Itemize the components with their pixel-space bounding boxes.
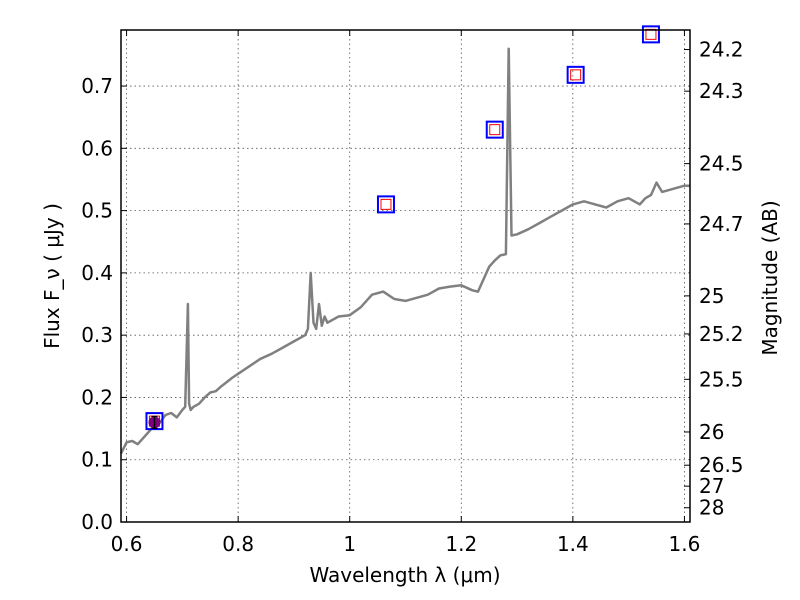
photometry-point [145,412,164,431]
y-tick-label: 0.7 [81,74,113,98]
x-tick-label: 1 [343,532,356,556]
spectrum-line [119,47,690,455]
magnitude-tick-label: 27 [699,474,724,498]
plot-frame [120,29,691,523]
y-tick-label: 0.2 [81,385,113,409]
x-tick-label: 1.4 [557,532,589,556]
y-axis-title: Flux F_ν ( μJy ) [40,203,64,349]
photometry-point-inner [489,124,501,136]
y-axis: 0.0 0.1 0.2 0.3 0.4 0.5 0.6 0.7 [81,74,127,534]
magnitude-tick-label: 26.5 [699,453,744,477]
y-tick-label: 0.3 [81,323,113,347]
photometry-point-inner [645,28,657,40]
y-tick-label: 0.4 [81,261,113,285]
photometry-point [485,120,504,139]
photometry-point-inner [380,198,392,210]
photometry-point [641,25,660,44]
magnitude-tick-label: 24.7 [699,212,744,236]
x-axis-title: Wavelength λ (μm) [309,563,500,587]
magnitude-tick-label: 25 [699,284,724,308]
x-tick-label: 0.6 [111,532,143,556]
grid [121,30,690,522]
spectrum-series [119,47,690,455]
y-tick-label: 0.1 [81,448,113,472]
magnitude-tick-label: 24.2 [699,38,744,62]
photometry-point-inner [570,69,582,81]
magnitude-tick-label: 24.3 [699,79,744,103]
x-tick-label: 1.2 [445,532,477,556]
photometry-markers [145,25,660,431]
magnitude-tick-label: 26 [699,420,724,444]
y-tick-label: 0.0 [81,510,113,534]
y-tick-label: 0.5 [81,199,113,223]
x-tick-label: 0.8 [222,532,254,556]
magnitude-axis-title: Magnitude (AB) [758,200,782,355]
magnitude-tick-label: 28 [699,496,724,520]
magnitude-tick-label: 24.5 [699,152,744,176]
photometry-point [376,195,395,214]
y-tick-label: 0.6 [81,136,113,160]
photometry-point [566,65,585,84]
magnitude-tick-label: 25.2 [699,322,744,346]
x-axis: 0.6 0.8 1 1.2 1.4 1.6 [111,30,701,556]
magnitude-tick-label: 25.5 [699,367,744,391]
x-tick-label: 1.6 [669,532,701,556]
